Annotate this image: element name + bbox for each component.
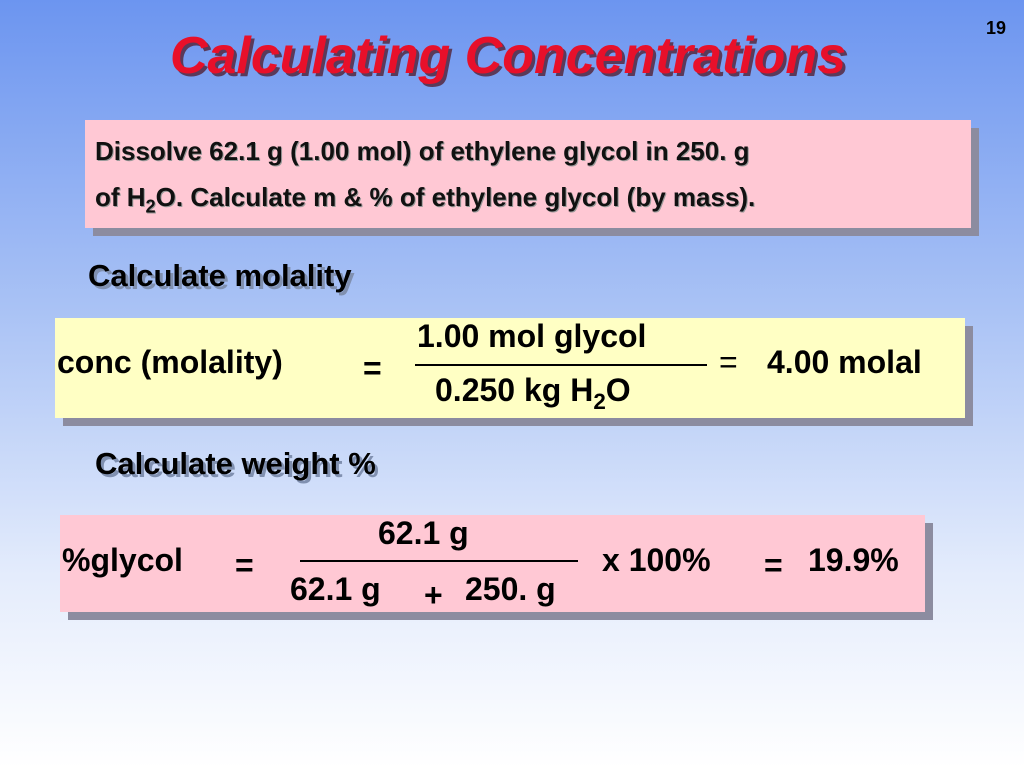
text: 0.250 kg H <box>435 372 594 408</box>
text: O. Calculate m & % of ethylene glycol (b… <box>155 182 756 212</box>
denominator-term: 250. g <box>465 571 556 607</box>
text: of H <box>95 182 146 212</box>
problem-line: of H2O. Calculate m & % of ethylene glyc… <box>95 182 755 217</box>
equals: = <box>235 547 254 583</box>
subscript: 2 <box>593 388 606 414</box>
subscript: 2 <box>145 196 156 217</box>
section-heading: Calculate molality <box>88 258 352 293</box>
numerator: 1.00 mol glycol <box>417 318 647 354</box>
result: 19.9% <box>808 542 899 578</box>
fraction-bar <box>300 560 578 562</box>
equals: = <box>764 547 783 583</box>
weight-box: %glycol = 62.1 g 62.1 g + 250. g x 100% … <box>60 515 925 613</box>
problem-line: Dissolve 62.1 g (1.00 mol) of ethylene g… <box>95 136 750 166</box>
multiplier: x 100% <box>602 542 711 578</box>
label: %glycol <box>62 542 183 578</box>
molality-box: conc (molality) = 1.00 mol glycol 0.250 … <box>55 318 965 418</box>
fraction-bar <box>415 364 707 366</box>
slide-title: Calculating Concentrations <box>169 27 847 85</box>
page-number: 19 <box>985 18 1006 38</box>
equals: = <box>363 350 382 386</box>
denominator-term: 62.1 g <box>290 571 381 607</box>
result: 4.00 molal <box>767 344 922 380</box>
problem-box: Dissolve 62.1 g (1.00 mol) of ethylene g… <box>85 120 971 228</box>
label: conc (molality) <box>57 344 283 380</box>
plus: + <box>424 577 443 613</box>
section-heading: Calculate weight % <box>95 446 376 481</box>
equals: = <box>719 344 738 380</box>
numerator: 62.1 g <box>378 515 469 551</box>
text: O <box>605 372 631 408</box>
denominator: 0.250 kg H2O <box>435 372 631 415</box>
